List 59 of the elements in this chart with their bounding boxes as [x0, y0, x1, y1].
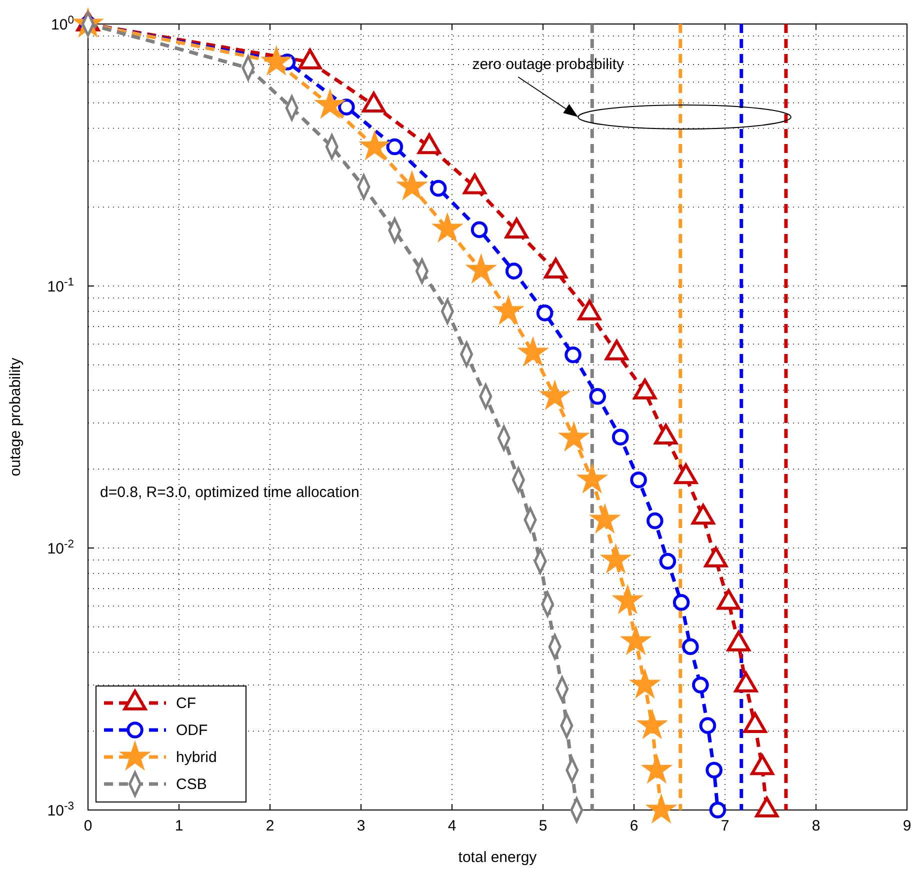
point	[630, 471, 647, 488]
point	[338, 98, 355, 116]
y-tick-label: 10$^{-2}$	[47, 538, 74, 558]
point	[672, 594, 690, 611]
point	[470, 221, 488, 238]
x-tick-label: 1	[174, 818, 184, 835]
point	[558, 421, 590, 452]
point	[396, 170, 428, 201]
y-tick-label: 10$^{-3}$	[47, 800, 74, 820]
point	[699, 717, 716, 734]
point	[600, 543, 632, 574]
point	[589, 388, 606, 405]
point	[516, 336, 550, 367]
legend-label: CF	[176, 695, 196, 712]
point	[431, 212, 464, 243]
point	[260, 45, 292, 76]
annotation: zero outage probability	[472, 56, 625, 73]
point	[706, 762, 722, 778]
x-tick-label: 7	[720, 818, 730, 835]
annotation: d=0.8, R=3.0, optimized time allocation	[100, 484, 360, 501]
point	[492, 294, 524, 326]
point	[612, 584, 644, 614]
point	[505, 262, 522, 280]
point	[692, 676, 709, 694]
legend-label: CSB	[176, 776, 207, 793]
point	[386, 138, 404, 156]
point	[709, 802, 726, 818]
point	[314, 88, 346, 119]
x-tick-label: 0	[84, 818, 92, 835]
point	[576, 462, 608, 494]
point	[588, 503, 621, 534]
point	[465, 253, 498, 284]
x-axis-title: total energy	[458, 849, 538, 866]
x-tick-label: 4	[448, 818, 456, 835]
point	[636, 708, 668, 740]
x-tick-label: 3	[356, 818, 366, 835]
x-tick-label: 8	[812, 818, 820, 835]
y-tick-label: 10$^{-1}$	[47, 276, 74, 296]
point	[640, 753, 673, 784]
point	[358, 130, 391, 160]
point	[430, 180, 447, 197]
legend-label: ODF	[176, 722, 208, 739]
point	[612, 428, 629, 446]
point	[646, 512, 664, 530]
point	[682, 638, 699, 656]
point	[538, 380, 571, 410]
point	[659, 552, 676, 570]
legend-label: hybrid	[176, 749, 217, 766]
point	[536, 304, 554, 322]
y-axis-title: outage probability	[7, 357, 24, 476]
x-tick-label: 2	[266, 818, 274, 835]
point	[620, 624, 652, 656]
point	[645, 793, 678, 824]
point	[564, 346, 582, 364]
point	[628, 668, 661, 699]
x-tick-label: 5	[538, 818, 548, 835]
x-tick-label: 9	[902, 818, 912, 835]
y-tick-label: 10$^{0}$	[51, 14, 74, 34]
x-tick-label: 6	[630, 818, 638, 835]
